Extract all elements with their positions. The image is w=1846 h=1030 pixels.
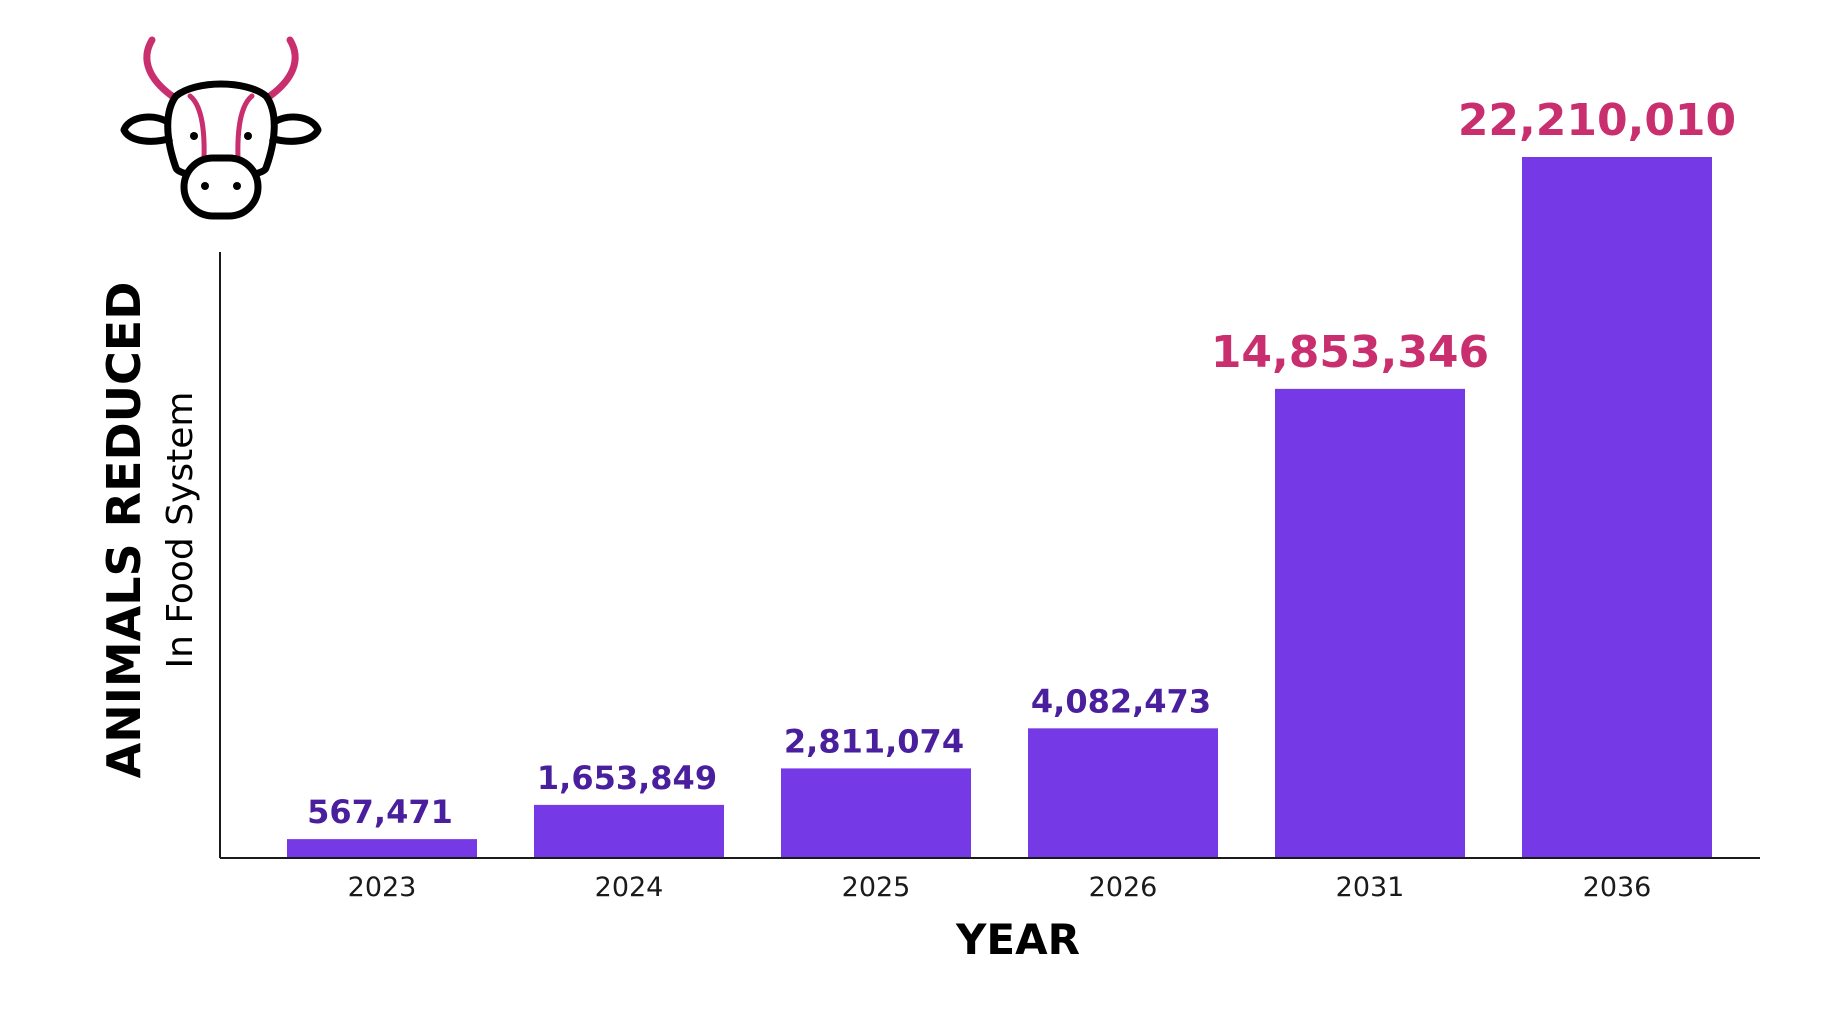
- y-axis-subtitle: In Food System: [160, 392, 201, 669]
- x-tick-2026: 2026: [1089, 872, 1158, 903]
- x-tick-labels: 2023 2024 2025 2026 2031 2036: [348, 872, 1652, 903]
- cow-head-icon: [120, 36, 322, 220]
- bars-group: [287, 157, 1712, 857]
- value-labels-group: 567,471 1,653,849 2,811,074 4,082,473 14,853…: [307, 95, 1736, 831]
- bar-2036: [1522, 157, 1712, 857]
- x-tick-2036: 2036: [1583, 872, 1652, 903]
- y-axis-title: ANIMALS REDUCED: [97, 282, 151, 779]
- value-label-2026: 4,082,473: [1031, 682, 1211, 720]
- bar-2023: [287, 839, 477, 857]
- value-label-2031: 14,853,346: [1211, 327, 1489, 378]
- x-tick-2031: 2031: [1336, 872, 1405, 903]
- x-tick-2025: 2025: [842, 872, 911, 903]
- bar-2031: [1275, 388, 1465, 857]
- bar-2025: [781, 768, 971, 857]
- x-tick-2024: 2024: [595, 872, 664, 903]
- x-axis-title: YEAR: [955, 915, 1080, 964]
- bar-2026: [1028, 728, 1218, 857]
- value-label-2023: 567,471: [307, 793, 453, 831]
- value-label-2024: 1,653,849: [537, 759, 717, 797]
- value-label-2036: 22,210,010: [1458, 95, 1736, 146]
- bar-2024: [534, 804, 724, 857]
- x-tick-2023: 2023: [348, 872, 417, 903]
- value-label-2025: 2,811,074: [784, 722, 964, 760]
